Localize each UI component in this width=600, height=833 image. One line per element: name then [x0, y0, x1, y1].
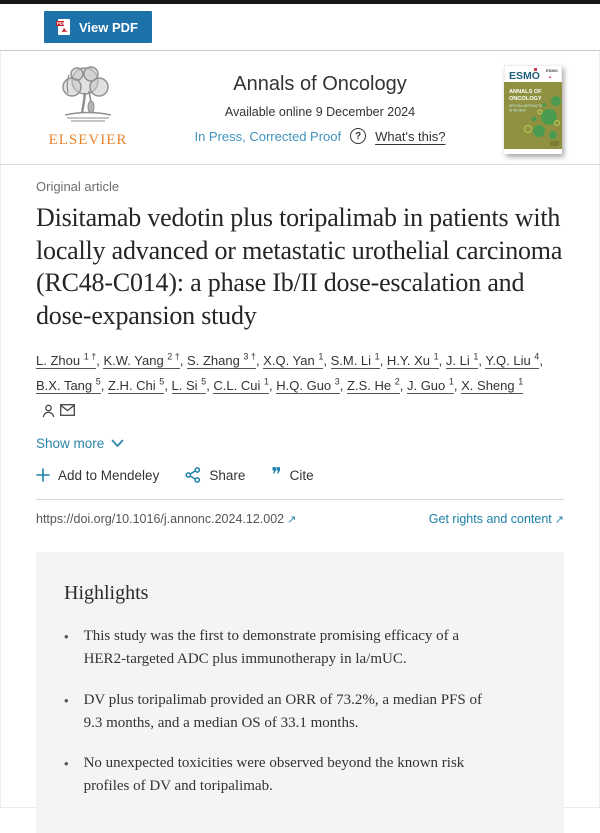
external-link-icon: ↗: [554, 514, 564, 527]
external-link-icon: ↗: [287, 514, 297, 527]
journal-cover-thumbnail[interactable]: ESMO ESMO ▲ ANNALS OF ONCOLOGY SPECIAL A…: [503, 64, 563, 154]
highlight-text: No unexpected toxicities were observed b…: [83, 755, 465, 795]
author-link[interactable]: K.W. Yang 2 †: [103, 351, 180, 369]
author-link[interactable]: Z.H. Chi 5: [108, 377, 165, 395]
highlight-text: This study was the first to demonstrate …: [83, 628, 460, 668]
svg-text:SPECIAL ABSTRACTS: SPECIAL ABSTRACTS: [509, 104, 542, 108]
add-to-mendeley-button[interactable]: Add to Mendeley: [36, 468, 159, 483]
svg-text:ANNALS OF: ANNALS OF: [509, 89, 542, 95]
author-link[interactable]: Y.Q. Liu 4: [485, 351, 540, 369]
author-link[interactable]: S. Zhang 3 †: [187, 351, 256, 369]
author-link[interactable]: X. Sheng 1: [461, 377, 524, 395]
bullet-icon: •: [64, 756, 69, 772]
author-link[interactable]: X.Q. Yan 1: [263, 351, 324, 369]
cite-quotes-icon: ❞: [271, 464, 282, 487]
view-pdf-label: View PDF: [79, 19, 139, 35]
cite-button[interactable]: ❞ Cite: [271, 464, 314, 487]
in-press-link[interactable]: In Press, Corrected Proof: [194, 128, 342, 144]
pdf-icon: PDF: [55, 18, 71, 36]
author-link[interactable]: L. Si 5: [171, 377, 207, 395]
highlights-title: Highlights: [64, 582, 149, 605]
highlights-list: • This study was the first to demonstrate…: [64, 625, 534, 799]
author-list: L. Zhou 1 †, K.W. Yang 2 †, S. Zhang 3 †…: [36, 348, 564, 424]
elsevier-logo[interactable]: ELSEVIER: [40, 63, 136, 149]
author-link[interactable]: H.Q. Guo 3: [276, 377, 340, 395]
author-link[interactable]: L. Zhou 1 †: [36, 351, 97, 369]
journal-title-link[interactable]: Annals of Oncology: [233, 73, 407, 95]
get-rights-link[interactable]: Get rights and content ↗: [429, 512, 564, 526]
highlight-text: DV plus toripalimab provided an ORR of 7…: [83, 691, 482, 731]
elsevier-tree-icon: [55, 63, 121, 130]
help-icon[interactable]: ?: [350, 128, 367, 144]
show-more-label: Show more: [36, 436, 105, 452]
author-link[interactable]: J. Li 1: [445, 351, 479, 369]
journal-cover: ESMO ESMO ▲ ANNALS OF ONCOLOGY SPECIAL A…: [503, 63, 564, 154]
share-button[interactable]: Share: [185, 467, 245, 483]
svg-text:ESMO: ESMO: [546, 68, 558, 73]
doi-row: https://doi.org/10.1016/j.annonc.2024.12…: [36, 500, 564, 540]
cite-label: Cite: [289, 467, 314, 483]
highlight-item: • No unexpected toxicities were observed …: [64, 752, 534, 799]
journal-header: ELSEVIER Annals of Oncology Available on…: [0, 51, 600, 165]
bullet-icon: •: [64, 629, 69, 645]
bullet-icon: •: [64, 692, 69, 708]
author-link[interactable]: C.L. Cui 1: [213, 377, 270, 395]
highlight-item: • DV plus toripalimab provided an ORR of …: [64, 689, 534, 736]
action-bar: Add to Mendeley Share ❞ Cite: [36, 464, 564, 487]
article-type-label: Original article: [36, 179, 120, 194]
highlight-item: • This study was the first to demonstrate…: [64, 625, 534, 672]
top-border: [0, 0, 600, 4]
author-link[interactable]: H.Y. Xu 1: [386, 351, 439, 369]
author-profile-icon[interactable]: [42, 404, 55, 418]
divider: [36, 499, 564, 501]
journal-info: Annals of Oncology Available online 9 De…: [136, 63, 504, 144]
esmo-logo-text: ESMO: [509, 70, 540, 82]
svg-text:ONCOLOGY: ONCOLOGY: [509, 96, 542, 102]
doi-link[interactable]: https://doi.org/10.1016/j.annonc.2024.12…: [36, 512, 296, 526]
svg-text:IN REVIEW: IN REVIEW: [509, 109, 526, 113]
highlights-panel: Highlights • This study was the first to …: [36, 552, 564, 833]
author-link[interactable]: Z.S. He 2: [347, 377, 400, 395]
show-more-button[interactable]: Show more: [36, 436, 124, 451]
doi-text: https://doi.org/10.1016/j.annonc.2024.12…: [36, 512, 285, 527]
author-link[interactable]: J. Guo 1: [406, 377, 454, 395]
pdf-toolbar: PDF View PDF: [0, 4, 600, 51]
view-pdf-button[interactable]: PDF View PDF: [44, 11, 153, 43]
whats-this-link[interactable]: What's this?: [375, 128, 446, 144]
elsevier-wordmark: ELSEVIER: [48, 132, 128, 148]
mendeley-label: Add to Mendeley: [58, 467, 160, 483]
email-envelope-icon[interactable]: [60, 403, 75, 418]
author-link[interactable]: B.X. Tang 5: [36, 377, 101, 395]
chevron-down-icon: [111, 439, 124, 448]
share-icon: [185, 467, 201, 483]
author-link[interactable]: S.M. Li 1: [330, 351, 380, 369]
svg-text:▲: ▲: [548, 74, 552, 79]
rights-text: Get rights and content: [428, 512, 552, 527]
article-title: Disitamab vedotin plus toripalimab in pa…: [36, 203, 563, 330]
plus-icon: [36, 468, 50, 482]
share-label: Share: [209, 467, 246, 483]
availability-text: Available online 9 December 2024: [224, 105, 416, 119]
svg-text:PDF: PDF: [57, 21, 66, 26]
